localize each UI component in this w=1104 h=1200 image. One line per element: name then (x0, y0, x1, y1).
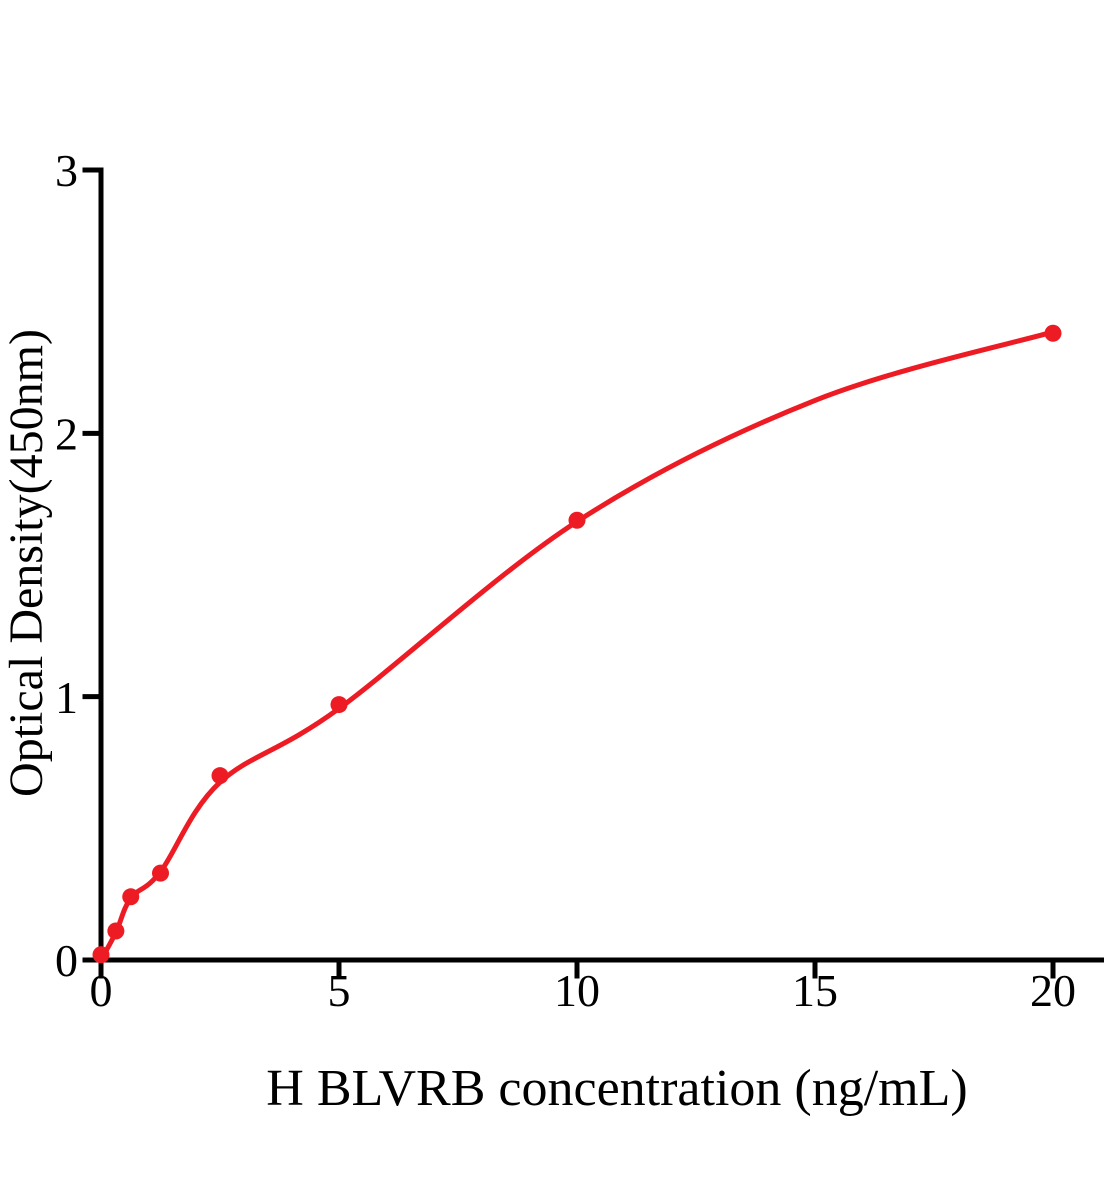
x-tick-label: 15 (792, 965, 838, 1016)
x-axis-title: H BLVRB concentration (ng/mL) (266, 1060, 967, 1117)
data-point (568, 511, 586, 529)
plot-series (92, 324, 1062, 964)
data-point (1044, 324, 1062, 342)
data-point (122, 888, 140, 906)
data-point (211, 767, 229, 785)
x-tick-label: 0 (90, 965, 113, 1016)
x-tick-label: 5 (328, 965, 351, 1016)
x-tick-label: 20 (1030, 965, 1076, 1016)
fit-curve-line (98, 329, 1056, 963)
y-tick-label: 2 (55, 408, 78, 459)
y-tick-label: 3 (55, 145, 78, 196)
axes: 0 5 10 15 20 0 1 2 3 (55, 145, 1104, 1016)
y-tick-label: 0 (55, 935, 78, 986)
data-point (92, 946, 110, 964)
y-axis-title: Optical Density(450nm) (0, 329, 53, 797)
data-point (330, 696, 348, 714)
x-tick-label: 10 (554, 965, 600, 1016)
data-point (107, 922, 125, 940)
data-point (152, 864, 169, 882)
y-tick-label: 1 (55, 672, 78, 723)
